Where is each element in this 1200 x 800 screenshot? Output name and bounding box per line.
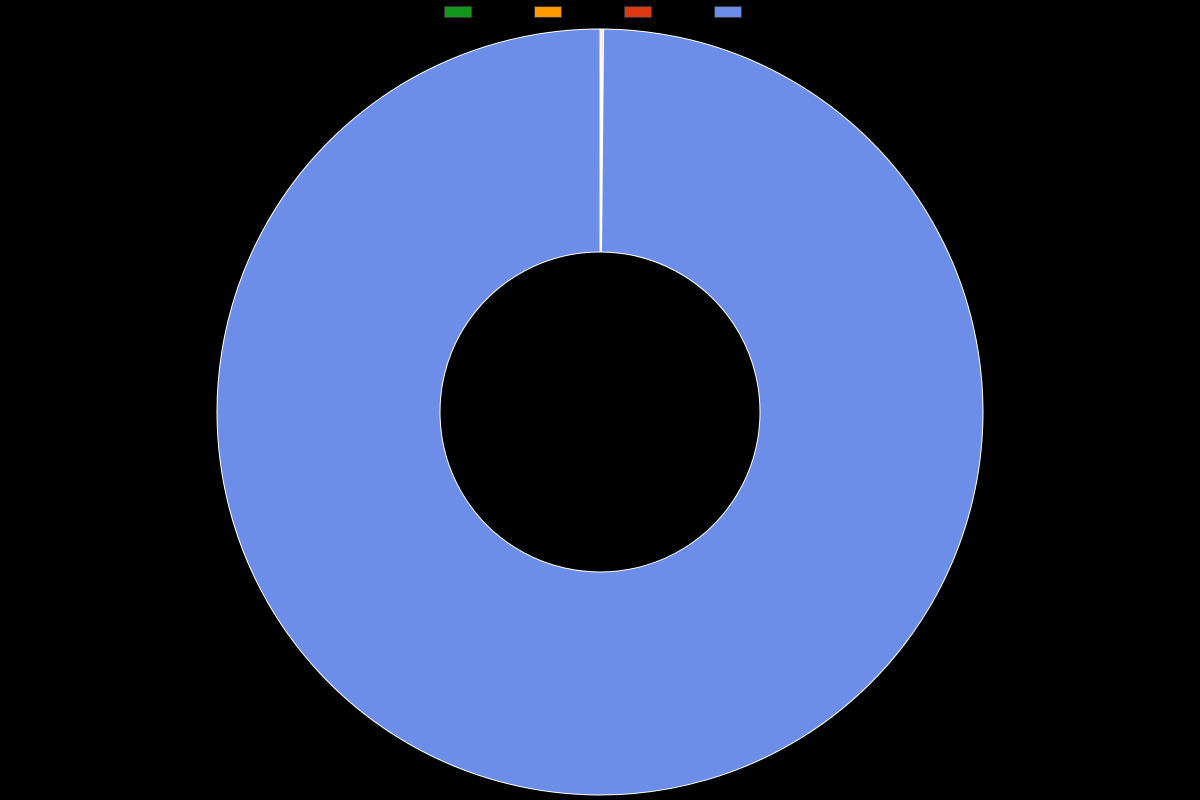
donut-slice[interactable] <box>217 29 983 795</box>
donut-chart <box>0 0 1200 800</box>
donut-slices <box>217 29 983 795</box>
